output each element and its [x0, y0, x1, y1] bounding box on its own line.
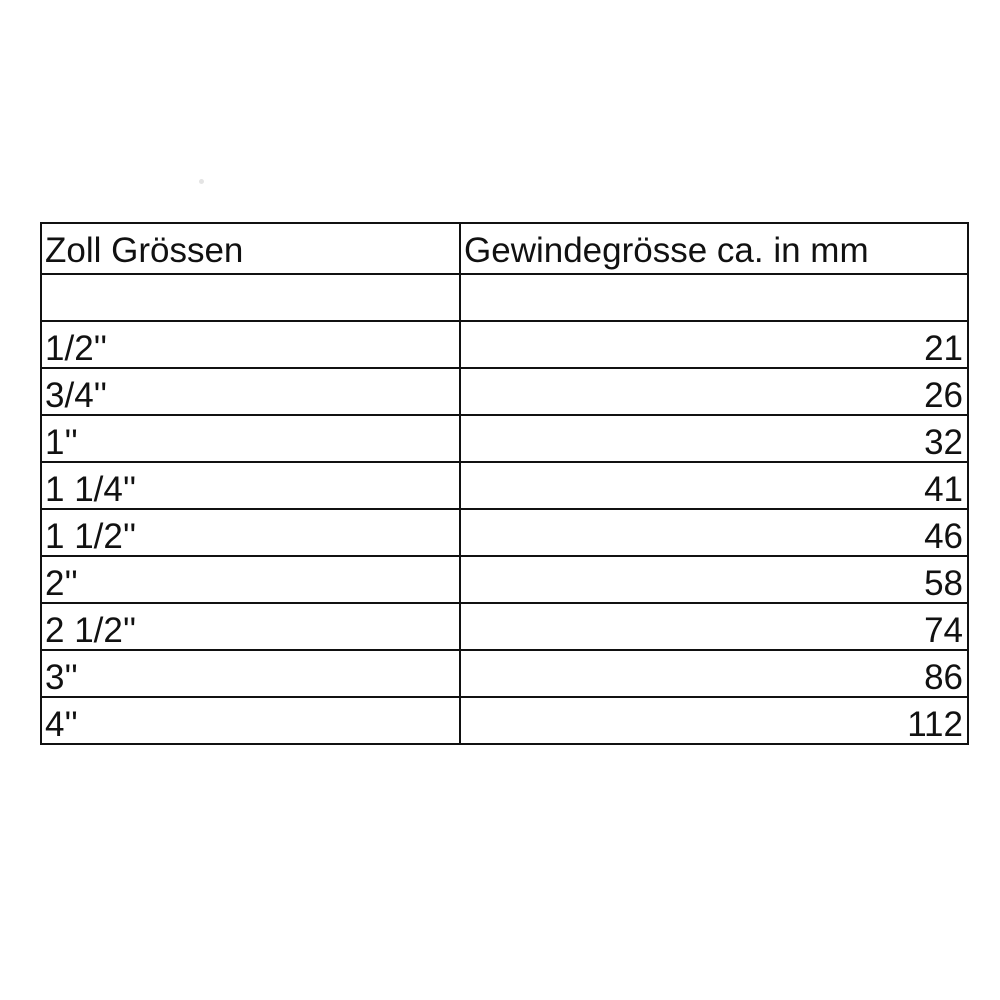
- thread-mm-cell: 41: [459, 461, 969, 510]
- table-row: 1 1/4'' 41: [40, 461, 969, 510]
- thread-mm-cell: 86: [459, 649, 969, 698]
- inch-size-cell: [40, 273, 461, 322]
- inch-size-cell: 1 1/4'': [40, 461, 461, 510]
- inch-size-cell: 3'': [40, 649, 461, 698]
- header-thread-size-mm: Gewindegrösse ca. in mm: [459, 222, 969, 275]
- thread-mm-cell: 74: [459, 602, 969, 651]
- table-row: 1'' 32: [40, 414, 969, 463]
- thread-mm-cell: 46: [459, 508, 969, 557]
- table-row: 2'' 58: [40, 555, 969, 604]
- thread-mm-cell: 112: [459, 696, 969, 745]
- inch-size-cell: 3/4'': [40, 367, 461, 416]
- inch-size-cell: 4'': [40, 696, 461, 745]
- thread-size-table: Zoll Grössen Gewindegrösse ca. in mm 1/2…: [40, 222, 969, 745]
- table-row: 3/4'' 26: [40, 367, 969, 416]
- table-row: 4'' 112: [40, 696, 969, 745]
- table-row: 1/2'' 21: [40, 320, 969, 369]
- table-row: 1 1/2'' 46: [40, 508, 969, 557]
- inch-size-cell: 2 1/2'': [40, 602, 461, 651]
- table-row: 3'' 86: [40, 649, 969, 698]
- inch-size-cell: 2'': [40, 555, 461, 604]
- speck: [199, 179, 204, 184]
- inch-size-cell: 1 1/2'': [40, 508, 461, 557]
- table-header-row: Zoll Grössen Gewindegrösse ca. in mm: [40, 222, 969, 275]
- table-row: 2 1/2'' 74: [40, 602, 969, 651]
- thread-mm-cell: 21: [459, 320, 969, 369]
- inch-size-cell: 1'': [40, 414, 461, 463]
- thread-mm-cell: 58: [459, 555, 969, 604]
- inch-size-cell: 1/2'': [40, 320, 461, 369]
- thread-mm-cell: [459, 273, 969, 322]
- header-inch-size: Zoll Grössen: [40, 222, 461, 275]
- thread-mm-cell: 26: [459, 367, 969, 416]
- thread-mm-cell: 32: [459, 414, 969, 463]
- table-row: [40, 273, 969, 322]
